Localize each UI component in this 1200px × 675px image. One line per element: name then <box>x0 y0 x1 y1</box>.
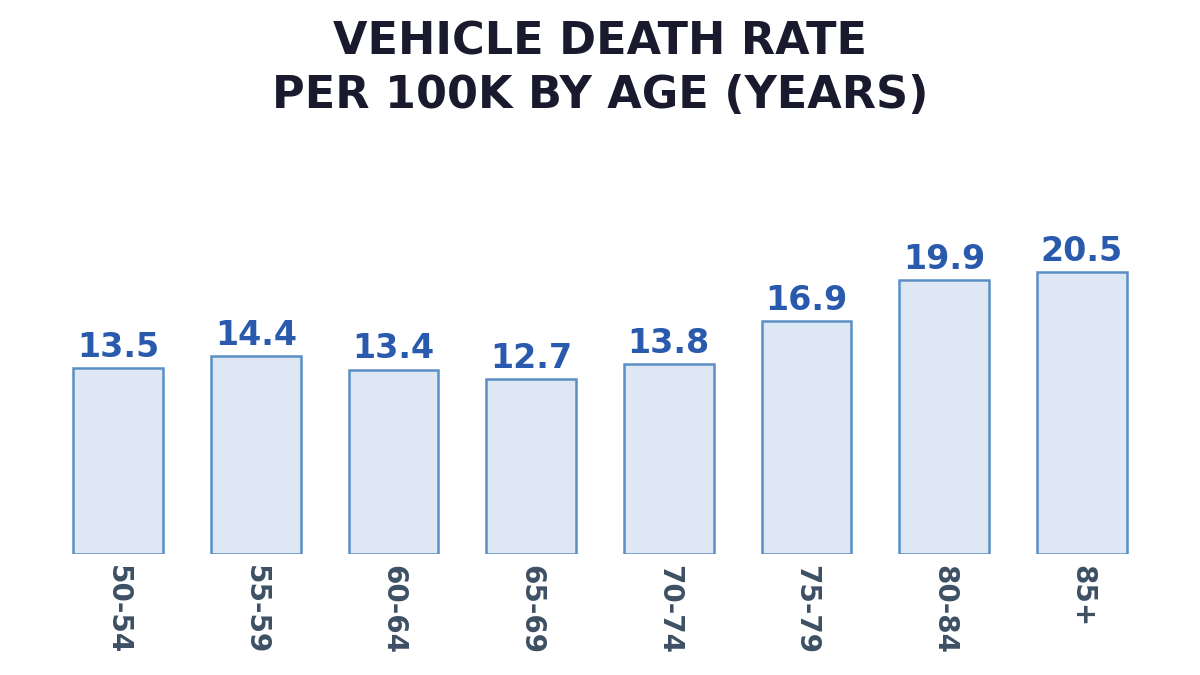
Text: 20.5: 20.5 <box>1040 235 1123 268</box>
Bar <box>211 356 301 554</box>
Text: 13.8: 13.8 <box>628 327 710 360</box>
Bar <box>486 379 576 554</box>
Text: 14.4: 14.4 <box>215 319 296 352</box>
Text: 19.9: 19.9 <box>904 243 985 276</box>
Text: 16.9: 16.9 <box>766 284 847 317</box>
Bar <box>899 280 989 554</box>
Title: VEHICLE DEATH RATE
PER 100K BY AGE (YEARS): VEHICLE DEATH RATE PER 100K BY AGE (YEAR… <box>271 21 929 117</box>
Bar <box>349 370 438 554</box>
Text: 13.4: 13.4 <box>353 333 434 365</box>
Bar <box>1037 272 1127 554</box>
Text: 12.7: 12.7 <box>490 342 572 375</box>
Bar <box>762 321 851 554</box>
Bar <box>624 364 714 554</box>
Text: 13.5: 13.5 <box>77 331 160 364</box>
Bar <box>73 368 163 554</box>
